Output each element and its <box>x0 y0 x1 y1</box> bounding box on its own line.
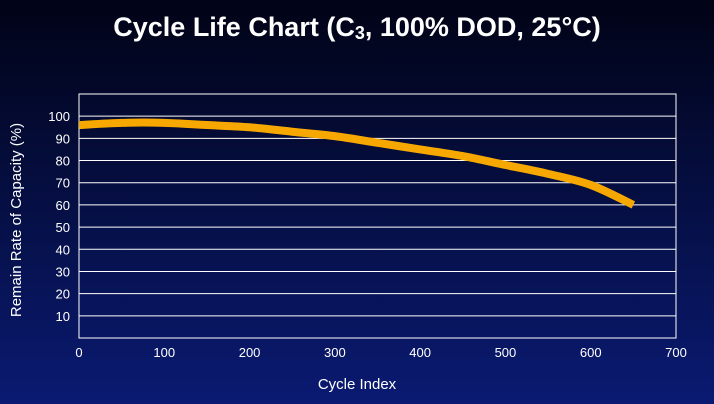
chart-title: Cycle Life Chart (C3, 100% DOD, 25°C) <box>113 12 600 43</box>
y-tick-label: 40 <box>56 242 70 257</box>
chart-title-subscript: 3 <box>355 23 365 43</box>
x-tick-label: 700 <box>665 345 687 360</box>
y-tick-label: 50 <box>56 220 70 235</box>
y-tick-label: 80 <box>56 154 70 169</box>
plot-area-border <box>78 93 677 339</box>
x-axis-label: Cycle Index <box>318 376 397 393</box>
x-tick-label: 600 <box>580 345 602 360</box>
series-line-0 <box>78 118 636 209</box>
grid-lines <box>79 115 676 317</box>
x-tick-label: 200 <box>239 345 261 360</box>
y-tick-label: 60 <box>56 198 70 213</box>
x-tick-label: 0 <box>75 345 82 360</box>
y-axis-ticks: 10 20 30 40 50 60 70 80 90 100 <box>48 109 70 324</box>
x-tick-label: 400 <box>409 345 431 360</box>
x-axis-ticks: 0 100 200 300 400 500 600 700 <box>75 345 686 360</box>
y-tick-label: 10 <box>56 309 70 324</box>
x-tick-label: 500 <box>495 345 517 360</box>
chart-title-rest: , 100% DOD, 25°C) <box>365 12 601 42</box>
y-tick-label: 70 <box>56 176 70 191</box>
y-tick-label: 20 <box>56 287 70 302</box>
y-axis-label: Remain Rate of Capacity (%) <box>8 123 25 317</box>
series-layer <box>78 118 636 209</box>
y-tick-label: 100 <box>48 109 70 124</box>
y-tick-label: 30 <box>56 264 70 279</box>
x-tick-label: 100 <box>153 345 175 360</box>
y-tick-label: 90 <box>56 131 70 146</box>
x-tick-label: 300 <box>324 345 346 360</box>
